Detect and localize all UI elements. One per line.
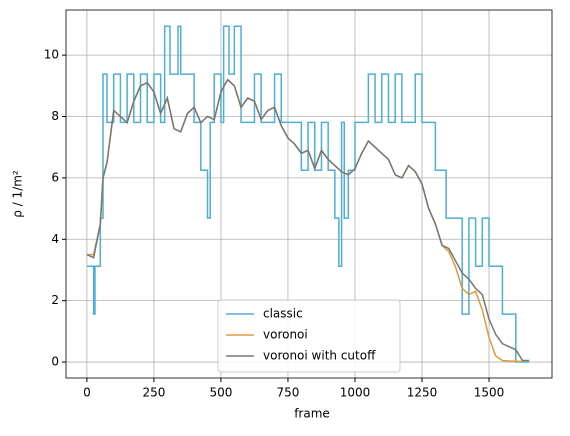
- y-tick-label: 4: [51, 232, 59, 246]
- x-axis-label: frame: [294, 407, 330, 421]
- legend-label: classic: [263, 307, 303, 321]
- x-tick-label: 1000: [340, 386, 371, 400]
- x-tick-label: 500: [209, 386, 232, 400]
- x-tick-label: 250: [142, 386, 165, 400]
- plot-frame: [65, 9, 553, 379]
- y-tick-label: 10: [44, 48, 59, 62]
- x-tick-label: 1500: [474, 386, 505, 400]
- y-tick-label: 8: [51, 109, 59, 123]
- legend-label: voronoi with cutoff: [263, 349, 376, 363]
- series-line: [86, 25, 530, 363]
- x-tick-label: 1250: [407, 386, 438, 400]
- y-tick-label: 2: [51, 293, 59, 307]
- y-tick-label: 0: [51, 355, 59, 369]
- series-line: [86, 78, 530, 362]
- x-tick-label: 0: [83, 386, 91, 400]
- legend-box: [217, 299, 401, 373]
- y-tick-label: 6: [51, 170, 59, 184]
- y-axis-label: ρ / 1/m²: [11, 170, 25, 218]
- legend-label: voronoi: [263, 328, 308, 342]
- x-tick-label: 750: [277, 386, 300, 400]
- legend: classic voronoi voronoi with cutoff: [217, 299, 401, 373]
